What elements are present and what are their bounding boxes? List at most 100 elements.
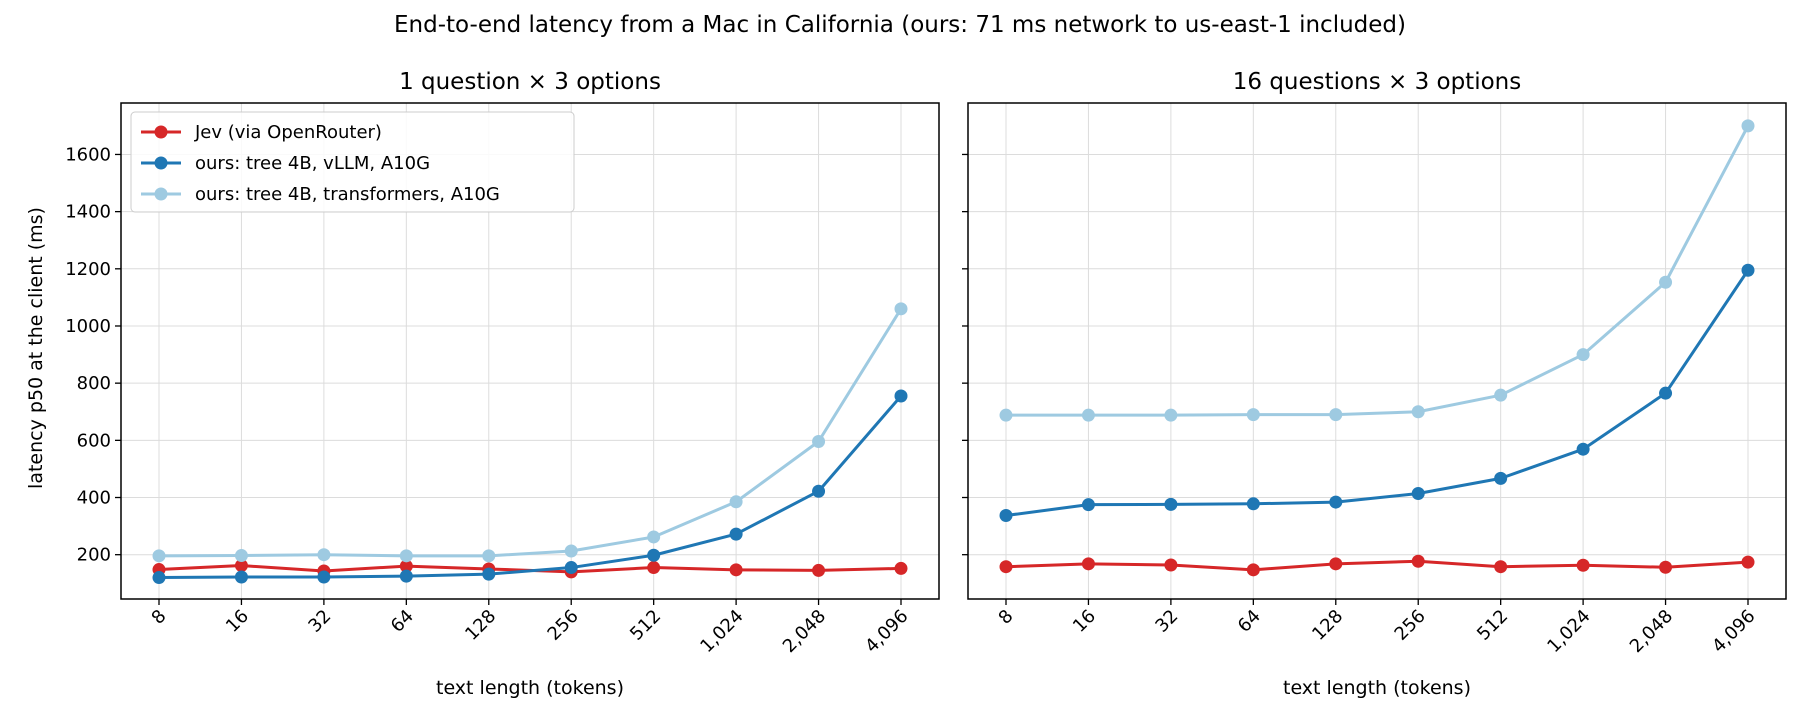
right-series-0-point <box>1164 558 1178 572</box>
right-series-0-point <box>1494 560 1508 574</box>
left-series-line-1 <box>158 395 903 580</box>
right-series-0-point <box>1081 557 1095 571</box>
right-xtick-label: 2,048 <box>1626 606 1677 657</box>
legend-marker-0 <box>154 125 168 139</box>
left-xtick-label: 2,048 <box>779 606 830 657</box>
right-series-1-point <box>1576 442 1590 456</box>
right-series-0-point <box>1246 563 1260 577</box>
left-series-2-point <box>812 434 826 448</box>
right-xtick-label: 64 <box>1234 606 1265 637</box>
left-series-0-point <box>729 563 743 577</box>
right-series-line-2 <box>1006 125 1750 417</box>
right-xtick-label: 512 <box>1473 606 1512 645</box>
right-series-1-point <box>1329 495 1343 509</box>
right-series-2-point <box>1494 388 1508 402</box>
right-xtick-label: 32 <box>1151 606 1182 637</box>
left-ytick-label: 600 <box>77 430 111 451</box>
left-ytick-label: 1200 <box>65 259 111 280</box>
panel-right-frame <box>967 102 1787 600</box>
left-series-2-point <box>894 302 908 316</box>
right-series-1-point <box>1246 497 1260 511</box>
right-series-line-0 <box>1005 559 1749 572</box>
left-ytick-label: 800 <box>77 373 111 394</box>
right-series-2-point <box>1246 408 1260 422</box>
left-series-2-point <box>564 544 578 558</box>
legend-marker-1 <box>154 156 168 170</box>
legend-marker-2 <box>154 187 168 201</box>
left-series-2-point <box>399 549 413 563</box>
right-xtick-label: 1,024 <box>1543 606 1594 657</box>
left-series-0-point <box>894 561 908 575</box>
right-series-1-point <box>1494 471 1508 485</box>
panel-left-ylabel: latency p50 at the client (ms) <box>25 207 47 489</box>
left-series-0-point <box>234 559 248 573</box>
left-xtick-label: 128 <box>461 606 500 645</box>
right-series-0-point <box>1576 558 1590 572</box>
left-series-line-2 <box>158 308 903 558</box>
legend-box <box>130 111 575 213</box>
panel-left-title: 1 question × 3 options <box>399 69 661 95</box>
right-series-2-point <box>1576 348 1590 362</box>
right-series-2-point <box>999 408 1013 422</box>
panel-right-title: 16 questions × 3 options <box>1233 69 1521 95</box>
left-ytick-label: 1400 <box>65 202 111 223</box>
right-series-1-point <box>1411 487 1425 501</box>
legend-label-0: Jev (via OpenRouter) <box>194 122 382 143</box>
right-xtick-label: 16 <box>1069 606 1100 637</box>
panel-left-frame <box>120 102 940 600</box>
left-xtick-label: 16 <box>222 606 253 637</box>
right-xtick-label: 256 <box>1391 606 1430 645</box>
left-xtick-label: 4,096 <box>861 606 912 657</box>
right-series-2-point <box>1411 405 1425 419</box>
left-xtick-label: 1,024 <box>696 606 747 657</box>
right-series-1-point <box>1659 386 1673 400</box>
panel-right: 16 questions × 3 options text length (to… <box>962 69 1787 699</box>
right-xtick-label: 128 <box>1308 606 1347 645</box>
left-ytick-label: 1000 <box>65 316 111 337</box>
left-series-1-point <box>647 548 661 562</box>
right-series-1-point <box>1164 497 1178 511</box>
legend-label-2: ours: tree 4B, transformers, A10G <box>195 184 500 205</box>
right-series-1-point <box>1081 498 1095 512</box>
legend-label-1: ours: tree 4B, vLLM, A10G <box>195 153 430 174</box>
right-xtick-label: 8 <box>995 606 1018 629</box>
left-series-1-point <box>399 569 413 583</box>
right-series-line-1 <box>1005 269 1750 518</box>
left-series-2-point <box>152 549 166 563</box>
figure-title: End-to-end latency from a Mac in Califor… <box>394 12 1406 38</box>
panel-left-xlabel: text length (tokens) <box>436 677 624 699</box>
right-series-0-point <box>999 560 1013 574</box>
left-series-2-point <box>234 549 248 563</box>
left-series-1-point <box>812 484 826 498</box>
left-series-2-point <box>317 548 331 562</box>
panel-left: 1 question × 3 options text length (toke… <box>25 69 940 699</box>
left-series-2-point <box>482 549 496 563</box>
left-series-1-point <box>317 570 331 584</box>
left-xtick-label: 8 <box>148 606 171 629</box>
left-series-1-point <box>564 561 578 575</box>
left-series-2-point <box>729 495 743 509</box>
right-xtick-label: 4,096 <box>1708 606 1759 657</box>
left-series-0-point <box>812 563 826 577</box>
right-series-2-point <box>1741 119 1755 133</box>
left-ytick-label: 1600 <box>65 144 111 165</box>
right-series-0-point <box>1329 557 1343 571</box>
panel-right-xlabel: text length (tokens) <box>1283 677 1471 699</box>
right-series-2-point <box>1081 408 1095 422</box>
left-ytick-label: 200 <box>77 545 111 566</box>
left-series-1-point <box>152 571 166 585</box>
right-series-2-point <box>1329 408 1343 422</box>
left-series-1-point <box>729 527 743 541</box>
left-series-0-point <box>399 559 413 573</box>
left-series-2-point <box>647 530 661 544</box>
left-ytick-label: 400 <box>77 488 111 509</box>
right-series-2-point <box>1659 275 1673 289</box>
left-series-1-point <box>482 567 496 581</box>
left-series-1-point <box>894 389 908 403</box>
left-xtick-label: 32 <box>304 606 335 637</box>
left-xtick-label: 512 <box>626 606 665 645</box>
left-xtick-label: 256 <box>544 606 583 645</box>
right-series-2-point <box>1164 408 1178 422</box>
right-series-0-point <box>1659 560 1673 574</box>
